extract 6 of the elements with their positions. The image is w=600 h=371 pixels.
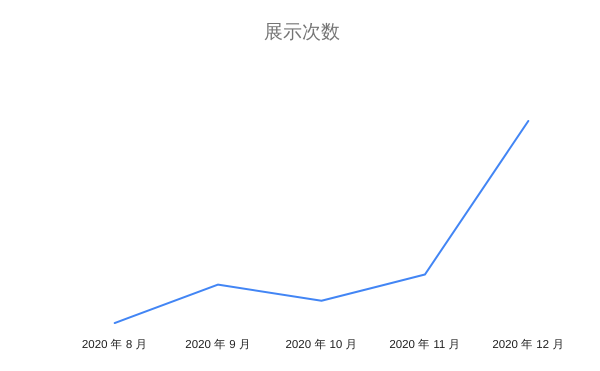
x-tick-label: 2020 年 12 月 (492, 338, 564, 351)
x-tick-label: 2020 年 9 月 (185, 338, 251, 351)
x-tick-label: 2020 年 8 月 (82, 338, 148, 351)
x-tick-label: 2020 年 11 月 (389, 338, 460, 351)
chart-title: 展示次数 (264, 22, 340, 43)
x-tick-label: 2020 年 10 月 (286, 338, 358, 351)
